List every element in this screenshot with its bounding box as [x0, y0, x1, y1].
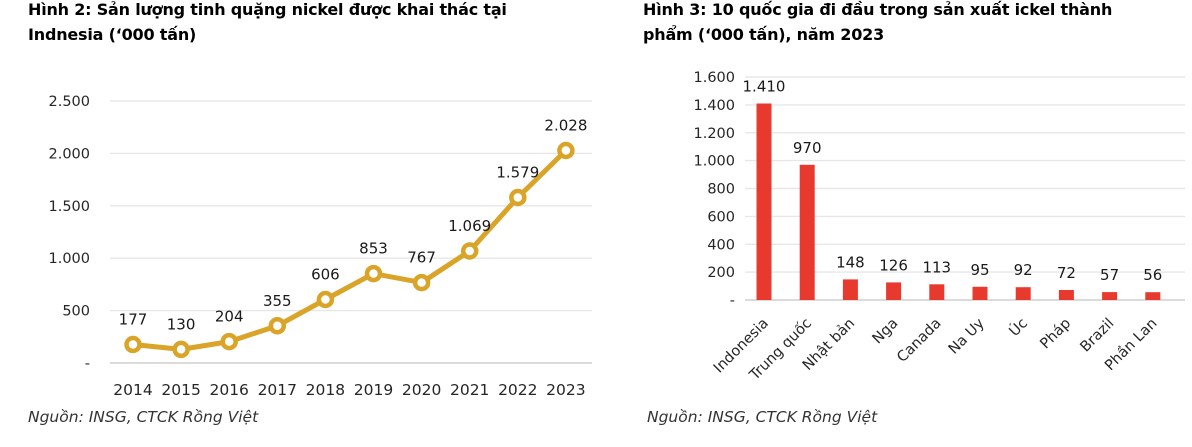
chart-canvas: 1.6001.4001.2001.000800600400200-1.410In…	[693, 70, 1185, 384]
line-series	[130, 148, 569, 352]
data-label: 126	[879, 256, 908, 274]
bar	[799, 164, 815, 300]
chart-canvas: 2.500 2.000 1.500 1.000 500 - 177 2014 130 2015 20…	[48, 94, 592, 399]
x-tick-label: 2021	[450, 381, 489, 399]
x-category-label: Úc	[1005, 314, 1031, 340]
x-category-label: Na Uy	[946, 315, 988, 357]
data-label: 1.069	[448, 217, 491, 235]
data-label: 355	[263, 292, 292, 310]
figure3-title-line1: Hình 3: 10 quốc gia đi đầu trong sản xuấ…	[643, 0, 1113, 19]
x-tick-label: 2014	[113, 381, 152, 399]
data-label: 204	[215, 308, 244, 326]
x-category-label: Canada	[894, 316, 944, 366]
data-point-marker	[364, 264, 383, 283]
y-tick-label: 400	[707, 237, 735, 253]
y-tick-label: -	[85, 356, 90, 372]
y-tick-label: 1.200	[693, 126, 735, 142]
y-tick-label: 600	[707, 209, 735, 225]
data-point-marker	[268, 317, 287, 335]
data-label: 130	[167, 315, 196, 333]
figure2-title: Hình 2: Sản lượng tinh quặng nickel được…	[28, 0, 507, 47]
y-tick-label: 1.600	[693, 70, 735, 86]
x-tick-label: 2015	[161, 381, 200, 399]
x-category-label: Pháp	[1037, 316, 1074, 353]
y-tick-label: 1.000	[693, 154, 735, 170]
figure3-title-line2: phẩm (‘000 tấn), năm 2023	[643, 25, 885, 44]
figure2-source: Nguồn: INSG, CTCK Rồng Việt	[28, 408, 259, 426]
data-label: 2.028	[544, 117, 587, 135]
x-tick-label: 2016	[209, 381, 248, 399]
y-tick-label: -	[730, 293, 735, 309]
x-tick-label: 2019	[354, 381, 393, 399]
data-label: 767	[407, 249, 436, 267]
y-tick-label: 200	[707, 265, 735, 281]
data-label: 1.579	[496, 164, 539, 182]
x-tick-label: 2018	[306, 381, 345, 399]
data-point-marker	[220, 332, 238, 351]
y-tick-label: 1.500	[48, 199, 90, 215]
bar	[1102, 292, 1118, 300]
y-tick-label: 500	[62, 304, 90, 320]
data-point-marker	[172, 340, 190, 359]
y-tick-label: 1.400	[693, 98, 735, 114]
y-tick-label: 2.500	[48, 94, 90, 110]
data-point-marker	[460, 242, 479, 260]
y-tick-label: 2.000	[48, 146, 90, 162]
data-label: 57	[1100, 266, 1119, 284]
figure3-source: Nguồn: INSG, CTCK Rồng Việt	[647, 408, 878, 426]
data-label: 1.410	[743, 78, 786, 96]
bar	[972, 286, 988, 300]
bar	[842, 279, 858, 300]
bar	[1015, 287, 1031, 300]
data-point-marker	[316, 290, 335, 309]
data-label: 177	[119, 311, 148, 329]
data-label: 606	[311, 266, 340, 284]
data-label: 970	[793, 139, 822, 157]
x-tick-label: 2022	[498, 381, 537, 399]
data-point-marker	[509, 188, 527, 207]
bar	[756, 103, 772, 300]
y-tick-label: 800	[707, 182, 735, 198]
data-label: 72	[1057, 264, 1076, 282]
bar	[929, 284, 945, 300]
figure2-title-line1: Hình 2: Sản lượng tinh quặng nickel được…	[28, 0, 507, 19]
data-label: 113	[922, 258, 951, 276]
nickel-ore-production-line-chart: 2.500 2.000 1.500 1.000 500 - 177 2014 130 2015 20…	[0, 55, 622, 407]
x-tick-label: 2017	[258, 381, 297, 399]
bar	[1058, 290, 1074, 300]
x-tick-label: 2023	[546, 381, 585, 399]
data-point-marker	[412, 273, 431, 292]
data-point-marker	[124, 335, 142, 354]
data-label: 56	[1143, 266, 1162, 284]
data-label: 95	[970, 261, 989, 279]
nickel-producing-countries-bar-chart: 1.600 1.400 1.200 1.000 800 600 400 200-1.410 In…	[640, 60, 1192, 447]
data-label: 853	[359, 240, 388, 258]
bar	[1145, 292, 1161, 300]
data-point-marker	[557, 141, 575, 160]
figure3-title: Hình 3: 10 quốc gia đi đầu trong sản xuấ…	[643, 0, 1112, 47]
data-label: 92	[1014, 261, 1033, 279]
x-category-label: Brazil	[1077, 316, 1117, 356]
data-label: 148	[836, 253, 865, 271]
figure2-title-line2: Indnesia (‘000 tấn)	[28, 25, 197, 44]
y-tick-label: 1.000	[48, 251, 90, 267]
x-tick-label: 2020	[402, 381, 441, 399]
x-category-label: Nga	[870, 316, 902, 348]
bar	[886, 282, 902, 300]
